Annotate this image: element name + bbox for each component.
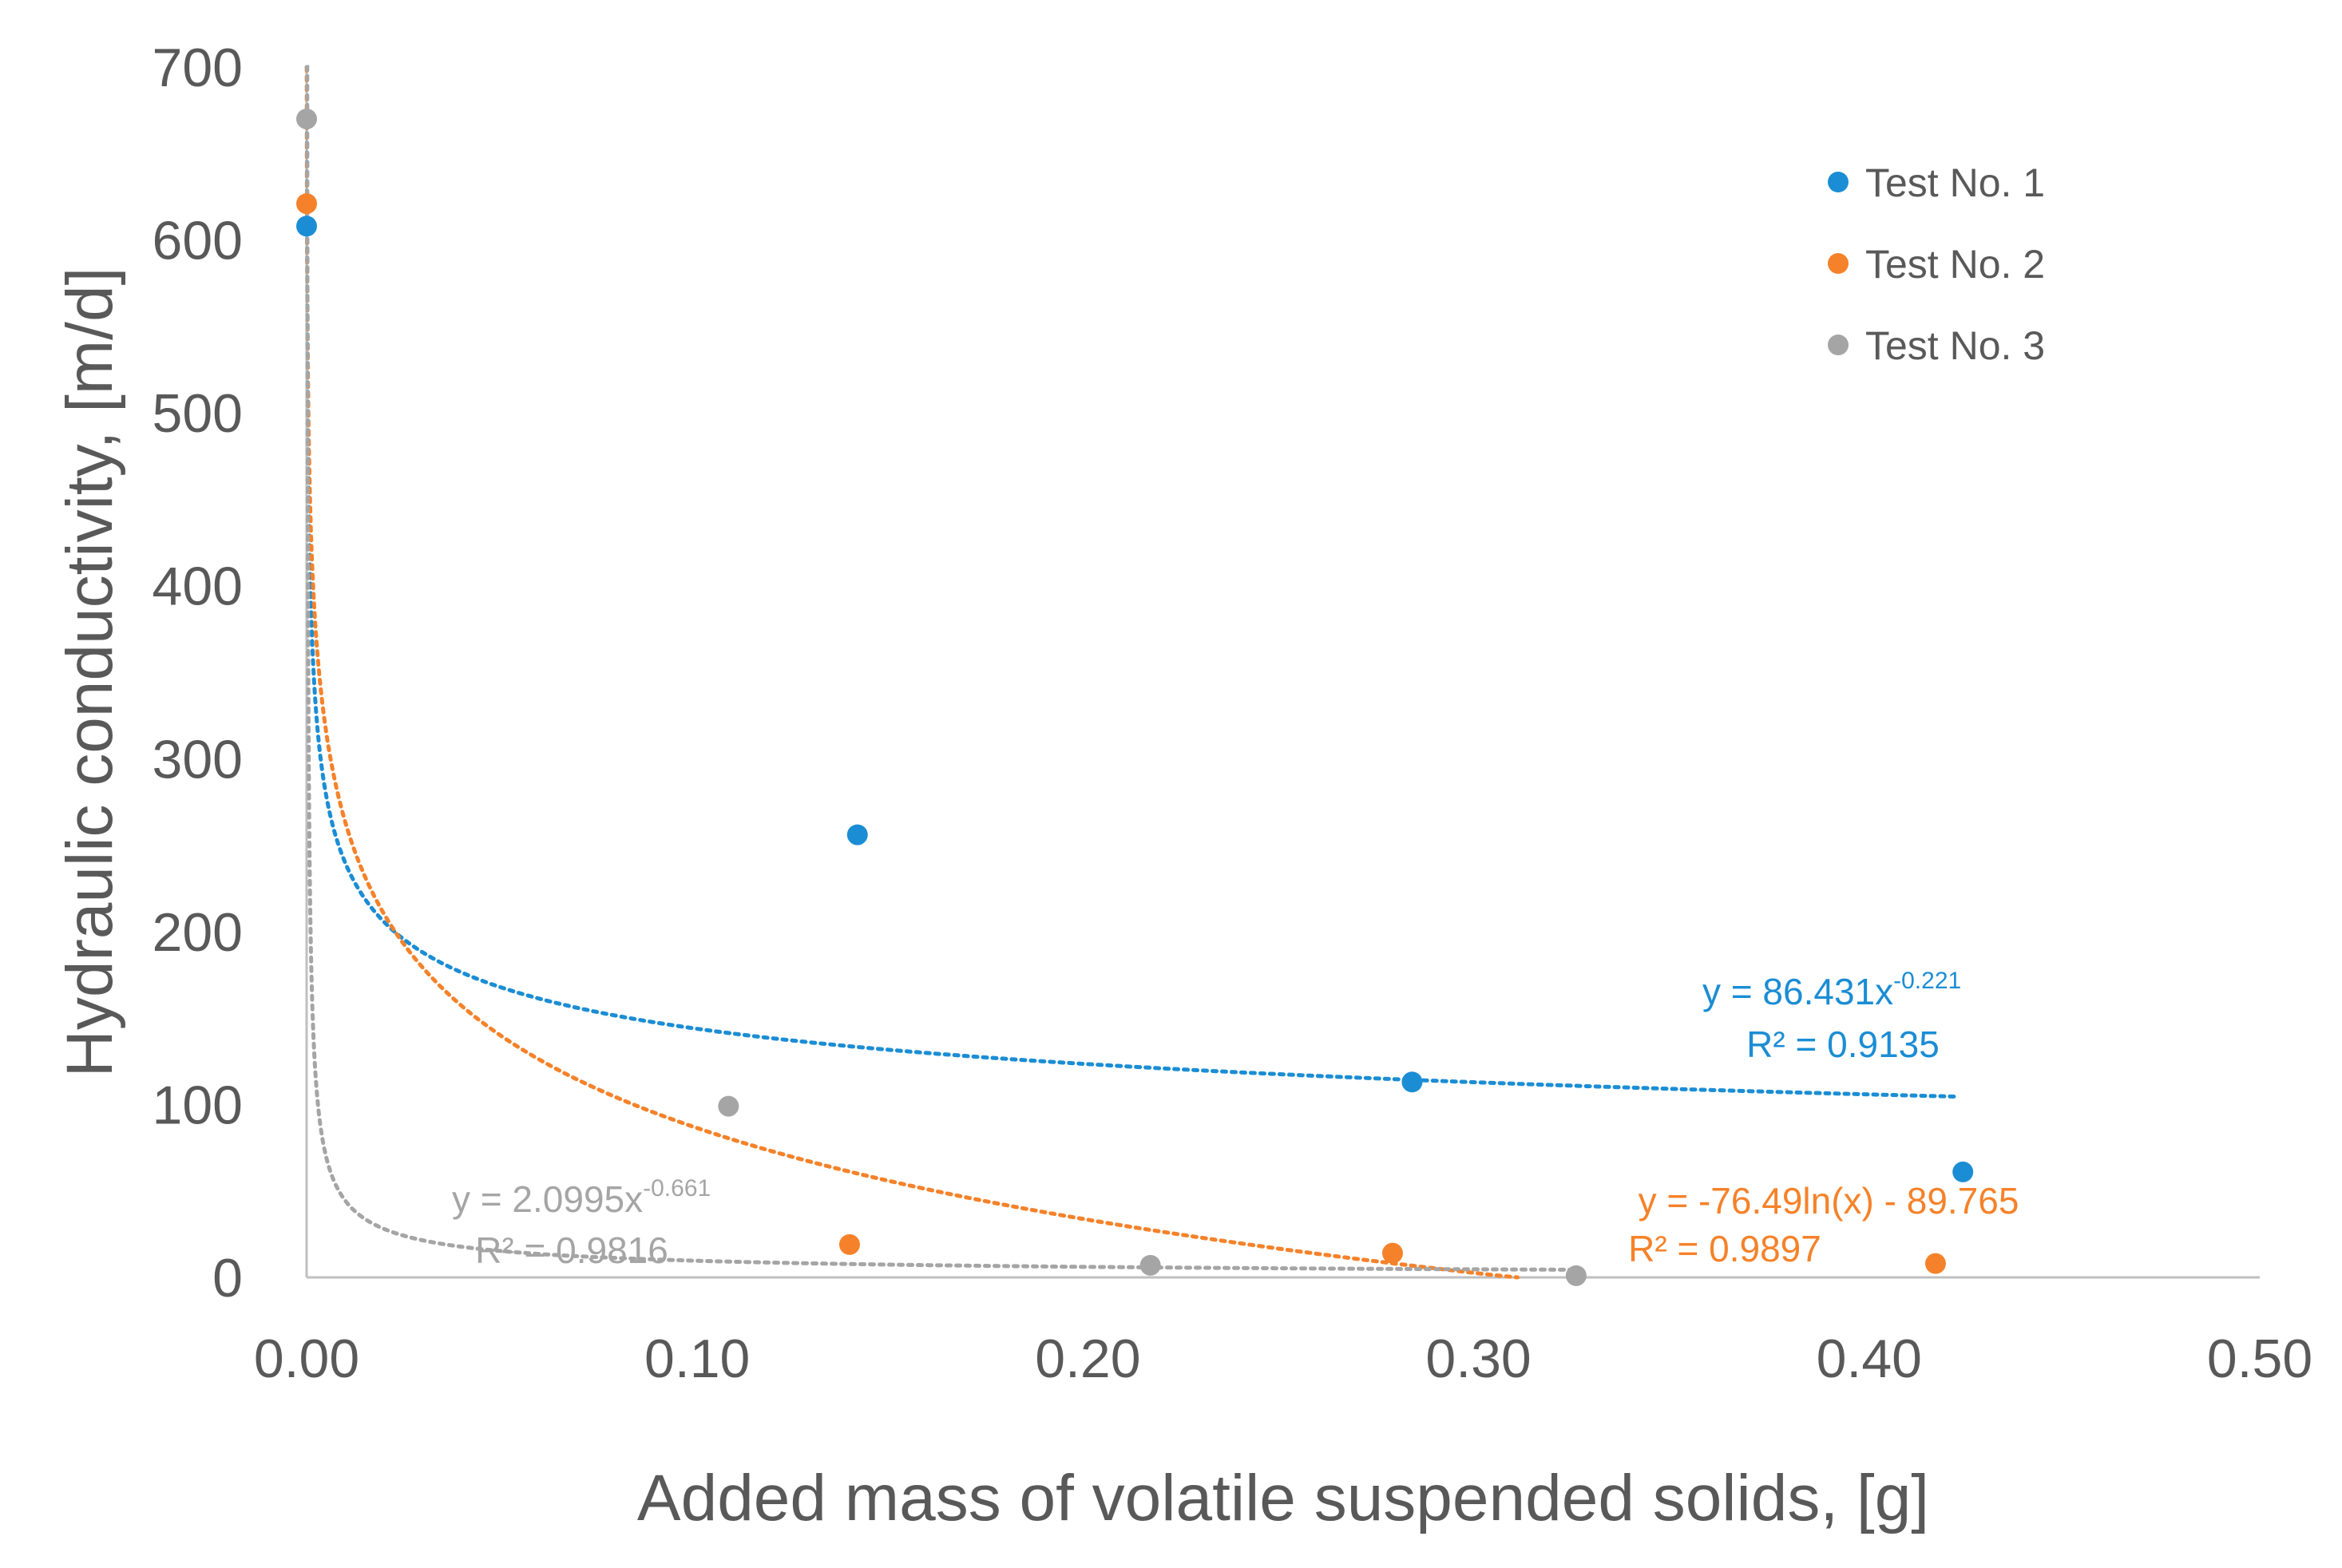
trendline-2 [304, 65, 1520, 1280]
ticks-layer: 0.00 0.10 0.20 0.30 0.40 0.50 0 100 200 300 400 500… [153, 38, 2313, 1389]
data-point-series-2 [1924, 1253, 1946, 1274]
x-axis-title: Added mass of volatile suspended solids,… [637, 1462, 1929, 1534]
y-tick-label: 100 [153, 1075, 243, 1135]
data-point-series-3 [296, 108, 317, 129]
y-axis-title: Hydraulic conductivity, [m/d] [53, 267, 126, 1078]
legend: Test No. 1 Test No. 2 Test No. 3 [1828, 160, 2045, 368]
x-tick-label: 0.40 [1817, 1328, 1922, 1389]
trendline-3 [304, 65, 1579, 1272]
legend-label-3: Test No. 3 [1865, 323, 2045, 368]
data-point-series-1 [296, 216, 317, 237]
data-point-series-1 [846, 824, 868, 845]
points-layer [296, 108, 1974, 1286]
equation-base: y = 86.431x [1702, 971, 1893, 1012]
data-point-series-1 [1952, 1161, 1974, 1182]
y-tick-label: 700 [153, 38, 243, 98]
legend-marker-1 [1828, 172, 1849, 192]
data-point-series-3 [1565, 1265, 1587, 1286]
y-tick-label: 300 [153, 729, 243, 790]
x-tick-label: 0.50 [2207, 1328, 2312, 1389]
data-point-series-2 [838, 1233, 860, 1255]
data-point-series-2 [296, 193, 317, 215]
x-tick-label: 0.20 [1035, 1328, 1140, 1389]
equation-label-2: y = -76.49ln(x) - 89.765 [1639, 1180, 2019, 1222]
r-squared-label-3: R² = 0.9816 [475, 1229, 668, 1271]
r-squared-label-2: R² = 0.9897 [1628, 1228, 1821, 1269]
data-point-series-2 [1381, 1242, 1403, 1264]
legend-marker-2 [1828, 253, 1849, 274]
equation-label-1: y = 86.431x-0.221 [1702, 968, 1961, 1012]
legend-label-2: Test No. 2 [1865, 242, 2045, 287]
trendlines-layer [304, 65, 1957, 1280]
data-point-series-1 [1401, 1071, 1423, 1093]
equation-label-3: y = 2.0995x-0.661 [452, 1175, 711, 1220]
r-squared-label-1: R² = 0.9135 [1746, 1024, 1940, 1065]
data-point-series-3 [718, 1095, 739, 1117]
legend-marker-3 [1828, 335, 1849, 355]
y-tick-label: 600 [153, 211, 243, 271]
equation-exponent: -0.661 [643, 1175, 711, 1202]
x-tick-label: 0.10 [644, 1328, 750, 1389]
y-tick-label: 0 [212, 1248, 243, 1309]
x-tick-label: 0.30 [1425, 1328, 1531, 1389]
legend-label-1: Test No. 1 [1865, 160, 2045, 205]
data-point-series-3 [1139, 1254, 1161, 1276]
equation-exponent: -0.221 [1893, 968, 1961, 994]
y-tick-label: 500 [153, 383, 243, 444]
trendline-1 [304, 131, 1957, 1099]
y-tick-label: 200 [153, 902, 243, 963]
y-tick-label: 400 [153, 556, 243, 617]
x-tick-label: 0.00 [254, 1328, 359, 1389]
equation-base: y = 2.0995x [452, 1178, 643, 1220]
